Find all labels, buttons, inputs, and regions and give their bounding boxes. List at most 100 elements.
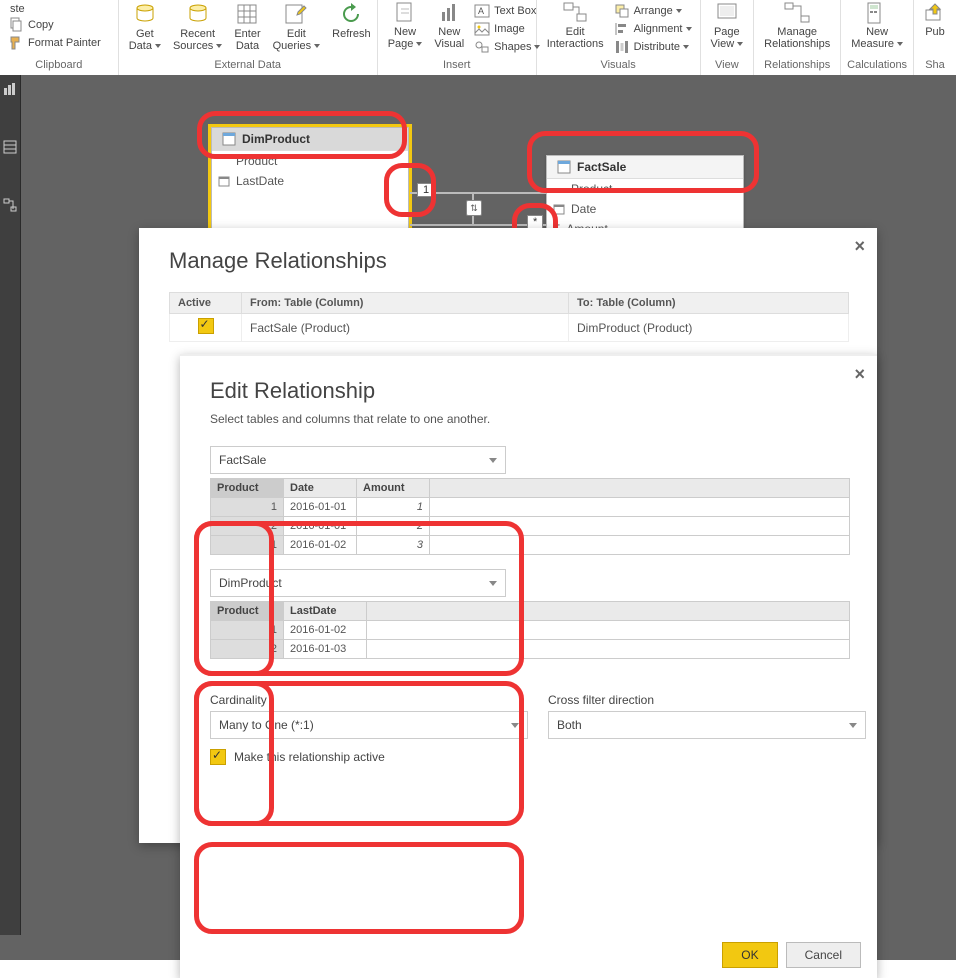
paste-button[interactable]: ste [6,2,29,16]
colB2[interactable]: LastDate [284,602,367,621]
table-header-dimproduct[interactable]: DimProduct [212,128,408,151]
ok-button[interactable]: OK [722,942,777,968]
col-to: To: Table (Column) [569,293,849,314]
relationship-line2 [410,224,546,226]
field-dimproduct-lastdate[interactable]: LastDate [212,171,408,191]
interactions-icon [563,2,587,24]
edit-interactions-button[interactable]: EditInteractions [541,0,610,52]
row-to: DimProduct (Product) [569,314,849,342]
relationship-row[interactable]: FactSale (Product) DimProduct (Product) [170,314,849,342]
clipboard-group-label: Clipboard [4,57,114,75]
svg-text:A: A [478,6,484,16]
align-label: Alignment [634,23,683,35]
page-view-button[interactable]: PageView [705,0,750,52]
chevron-down-icon [489,458,497,463]
arrange-button[interactable]: Arrange [610,2,696,20]
publish-icon [924,2,946,24]
chevron-down-icon [489,581,497,586]
brush-icon [8,35,24,51]
textbox-label: Text Box [494,5,536,17]
new-measure-button[interactable]: NewMeasure [845,0,909,52]
view-group-label: View [705,57,750,75]
arrange-label: Arrange [634,5,673,17]
recent-label: RecentSources [173,28,222,52]
alignment-button[interactable]: Alignment [610,20,696,38]
cross-filter-combo[interactable]: Both [548,711,866,739]
enter-data-icon [235,2,259,26]
page-icon [395,2,415,24]
measure-icon [866,2,888,24]
colA2[interactable]: Date [284,479,357,498]
from-table-combo[interactable]: FactSale [210,446,506,474]
sha-group-label: Sha [918,57,952,75]
nvisual-label: NewVisual [434,26,464,50]
recent-icon [186,2,210,26]
textbox-button[interactable]: A Text Box [470,2,544,20]
publish-button[interactable]: Pub [918,0,952,40]
image-button[interactable]: Image [470,20,544,38]
pview-label: PageView [711,26,744,50]
mrel-label: ManageRelationships [764,26,830,50]
field-factsale-date[interactable]: Date [547,199,743,219]
to-table-combo[interactable]: DimProduct [210,569,506,597]
shapes-button[interactable]: Shapes [470,38,544,56]
copy-button[interactable]: Copy [4,16,58,34]
editint-label: EditInteractions [547,26,604,50]
close-button[interactable]: × [854,364,865,385]
cross-filter-label: Cross filter direction [548,693,866,707]
table-icon [222,132,236,146]
copy-icon [8,17,24,33]
distribute-button[interactable]: Distribute [610,38,696,56]
edit-relationship-dialog: × Edit Relationship Select tables and co… [180,354,877,978]
newmeasure-label: NewMeasure [851,26,903,50]
er-title: Edit Relationship [210,378,847,404]
refresh-icon [339,2,363,26]
enter-data-label: EnterData [234,28,260,52]
relationship-junction[interactable]: ⇅ [466,200,482,216]
pub-label: Pub [925,26,945,38]
visual-icon [439,2,459,24]
shapes-label: Shapes [494,41,531,53]
new-visual-button[interactable]: NewVisual [428,0,470,52]
recent-sources-button[interactable]: RecentSources [167,0,228,54]
from-table-label: FactSale [219,453,266,467]
field-factsale-product[interactable]: Product [547,179,743,199]
edit-queries-button[interactable]: EditQueries [267,0,327,54]
active-checkbox[interactable] [198,318,214,334]
visuals-group-label: Visuals [541,57,696,75]
data-view-icon[interactable] [0,133,20,161]
dimproduct-name: DimProduct [242,132,310,146]
row-from: FactSale (Product) [242,314,569,342]
factsale-name: FactSale [577,160,626,174]
model-view-icon[interactable] [0,191,20,219]
editq-label: EditQueries [273,28,321,52]
refresh-button[interactable]: Refresh [326,0,377,42]
colA3[interactable]: Amount [357,479,430,498]
cancel-button[interactable]: Cancel [786,942,861,968]
enter-data-button[interactable]: EnterData [228,0,266,54]
manage-relationships-button[interactable]: ManageRelationships [758,0,836,52]
table-header-factsale[interactable]: FactSale [547,156,743,179]
er-subtitle: Select tables and columns that relate to… [210,412,847,426]
active-checkbox[interactable] [210,749,226,765]
colB1[interactable]: Product [211,602,284,621]
textbox-icon: A [474,3,490,19]
field-dimproduct-product[interactable]: Product [212,151,408,171]
colA1[interactable]: Product [211,479,284,498]
format-painter-button[interactable]: Format Painter [4,34,105,52]
get-data-icon [133,2,157,26]
active-label: Make this relationship active [234,750,385,764]
close-button[interactable]: × [854,236,865,257]
cardinality-one: 1 [417,183,435,197]
get-data-button[interactable]: GetData [123,0,167,54]
cardinality-label: Cardinality [210,693,528,707]
to-table-label: DimProduct [219,576,282,590]
to-table-preview: ProductLastDate 12016-01-02 22016-01-03 [210,601,850,659]
npage-label: NewPage [388,26,423,50]
new-page-button[interactable]: NewPage [382,0,429,52]
cardinality-combo[interactable]: Many to One (*:1) [210,711,528,739]
view-strip [0,75,21,935]
copy-label: Copy [28,19,54,31]
report-view-icon[interactable] [0,75,20,103]
calc-group-label: Calculations [845,57,909,75]
